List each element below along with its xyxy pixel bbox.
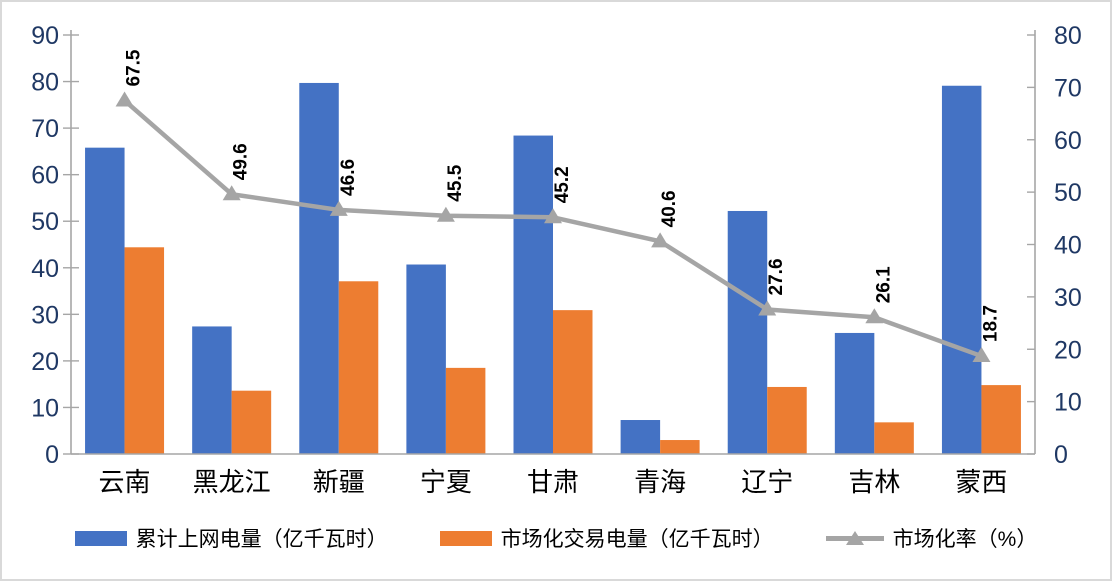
blue-bar-swatch-icon: [74, 530, 127, 546]
orange-bar: [445, 367, 486, 454]
line-data-label: 45.5: [445, 164, 466, 201]
legend-item-grid-energy: 累计上网电量（亿千瓦时）: [74, 523, 388, 553]
line-data-label: 18.7: [980, 305, 1001, 342]
line-data-label: 40.6: [659, 190, 680, 227]
left-axis-tick-label: 40: [31, 255, 59, 283]
left-axis-tick-label: 20: [31, 348, 59, 376]
triangle-marker-icon: [972, 347, 991, 363]
right-axis-tick-label: 50: [1054, 179, 1082, 207]
left-axis-tick-label: 60: [31, 162, 59, 190]
left-axis-tick-label: 30: [31, 301, 59, 329]
line-data-label: 26.1: [873, 266, 894, 303]
blue-bar: [941, 85, 982, 455]
triangle-marker-icon: [329, 200, 348, 216]
category-label: 辽宁: [741, 467, 793, 497]
legend-item-market-energy: 市场化交易电量（亿千瓦时）: [439, 523, 774, 553]
triangle-marker-icon: [544, 208, 562, 224]
orange-bar: [660, 440, 700, 454]
orange-bar: [553, 310, 593, 454]
orange-bar: [338, 281, 379, 454]
legend-label-market-rate: 市场化率（%）: [892, 528, 1038, 551]
orange-bar: [874, 422, 914, 454]
line-data-label: 45.2: [552, 166, 573, 203]
right-axis-tick-label: 0: [1054, 441, 1068, 469]
right-axis-tick-label: 70: [1054, 74, 1082, 102]
triangle-marker-icon: [222, 185, 241, 201]
triangle-marker-icon: [436, 206, 455, 222]
category-label: 宁夏: [420, 467, 472, 497]
category-label: 云南: [99, 467, 151, 497]
blue-bar: [620, 420, 661, 454]
line-data-label: 49.6: [231, 143, 252, 180]
blue-bar: [834, 332, 875, 454]
chart-legend: 累计上网电量（亿千瓦时） 市场化交易电量（亿千瓦时） 市场化率（%）: [2, 523, 1110, 553]
category-label: 蒙西: [955, 467, 1007, 497]
legend-label-grid-energy: 累计上网电量（亿千瓦时）: [135, 528, 388, 551]
category-label: 甘肃: [527, 467, 579, 497]
right-axis-tick-label: 40: [1054, 232, 1082, 260]
left-axis-tick-label: 50: [31, 208, 59, 236]
left-axis-tick-label: 0: [45, 441, 59, 469]
triangle-marker-icon: [845, 531, 864, 545]
blue-bar: [727, 210, 768, 454]
right-axis-tick-label: 60: [1054, 127, 1082, 155]
legend-item-market-rate: 市场化率（%）: [825, 523, 1038, 553]
gray-line-marker-swatch-icon: [825, 530, 884, 546]
orange-bar: [124, 247, 165, 454]
category-label: 青海: [634, 467, 686, 497]
right-axis-tick-label: 20: [1054, 336, 1082, 364]
legend-label-market-energy: 市场化交易电量（亿千瓦时）: [500, 528, 774, 551]
orange-bar: [981, 385, 1021, 454]
triangle-marker-icon: [865, 308, 884, 324]
blue-bar: [85, 147, 125, 455]
triangle-marker-icon: [758, 300, 777, 316]
category-label: 新疆: [313, 467, 365, 497]
blue-bar: [406, 264, 446, 454]
line-data-label: 67.5: [124, 49, 145, 86]
orange-bar: [767, 386, 807, 454]
triangle-marker-icon: [115, 91, 134, 107]
category-label: 黑龙江: [193, 467, 271, 497]
chart-area: 0 10 20 30 40 50 60 70 80 90 0 10 20 30 40 50 60 70 80 云南 黑龙…: [31, 22, 1082, 497]
right-axis-tick-label: 10: [1054, 389, 1082, 417]
category-label: 吉林: [848, 467, 900, 497]
line-data-label: 46.6: [338, 159, 359, 196]
triangle-marker-icon: [651, 232, 670, 248]
right-axis-tick-label: 30: [1054, 284, 1082, 312]
left-axis-tick-label: 70: [31, 115, 59, 143]
left-axis-tick-label: 90: [31, 22, 59, 50]
left-axis-tick-label: 10: [31, 394, 59, 422]
right-axis-tick-label: 80: [1054, 22, 1082, 50]
orange-bar: [231, 390, 272, 454]
left-axis-tick-label: 80: [31, 69, 59, 97]
blue-bar: [192, 326, 232, 454]
orange-bar-swatch-icon: [439, 530, 492, 546]
line-data-label: 27.6: [766, 258, 787, 295]
blue-bar: [513, 135, 553, 454]
blue-bar: [299, 82, 339, 455]
